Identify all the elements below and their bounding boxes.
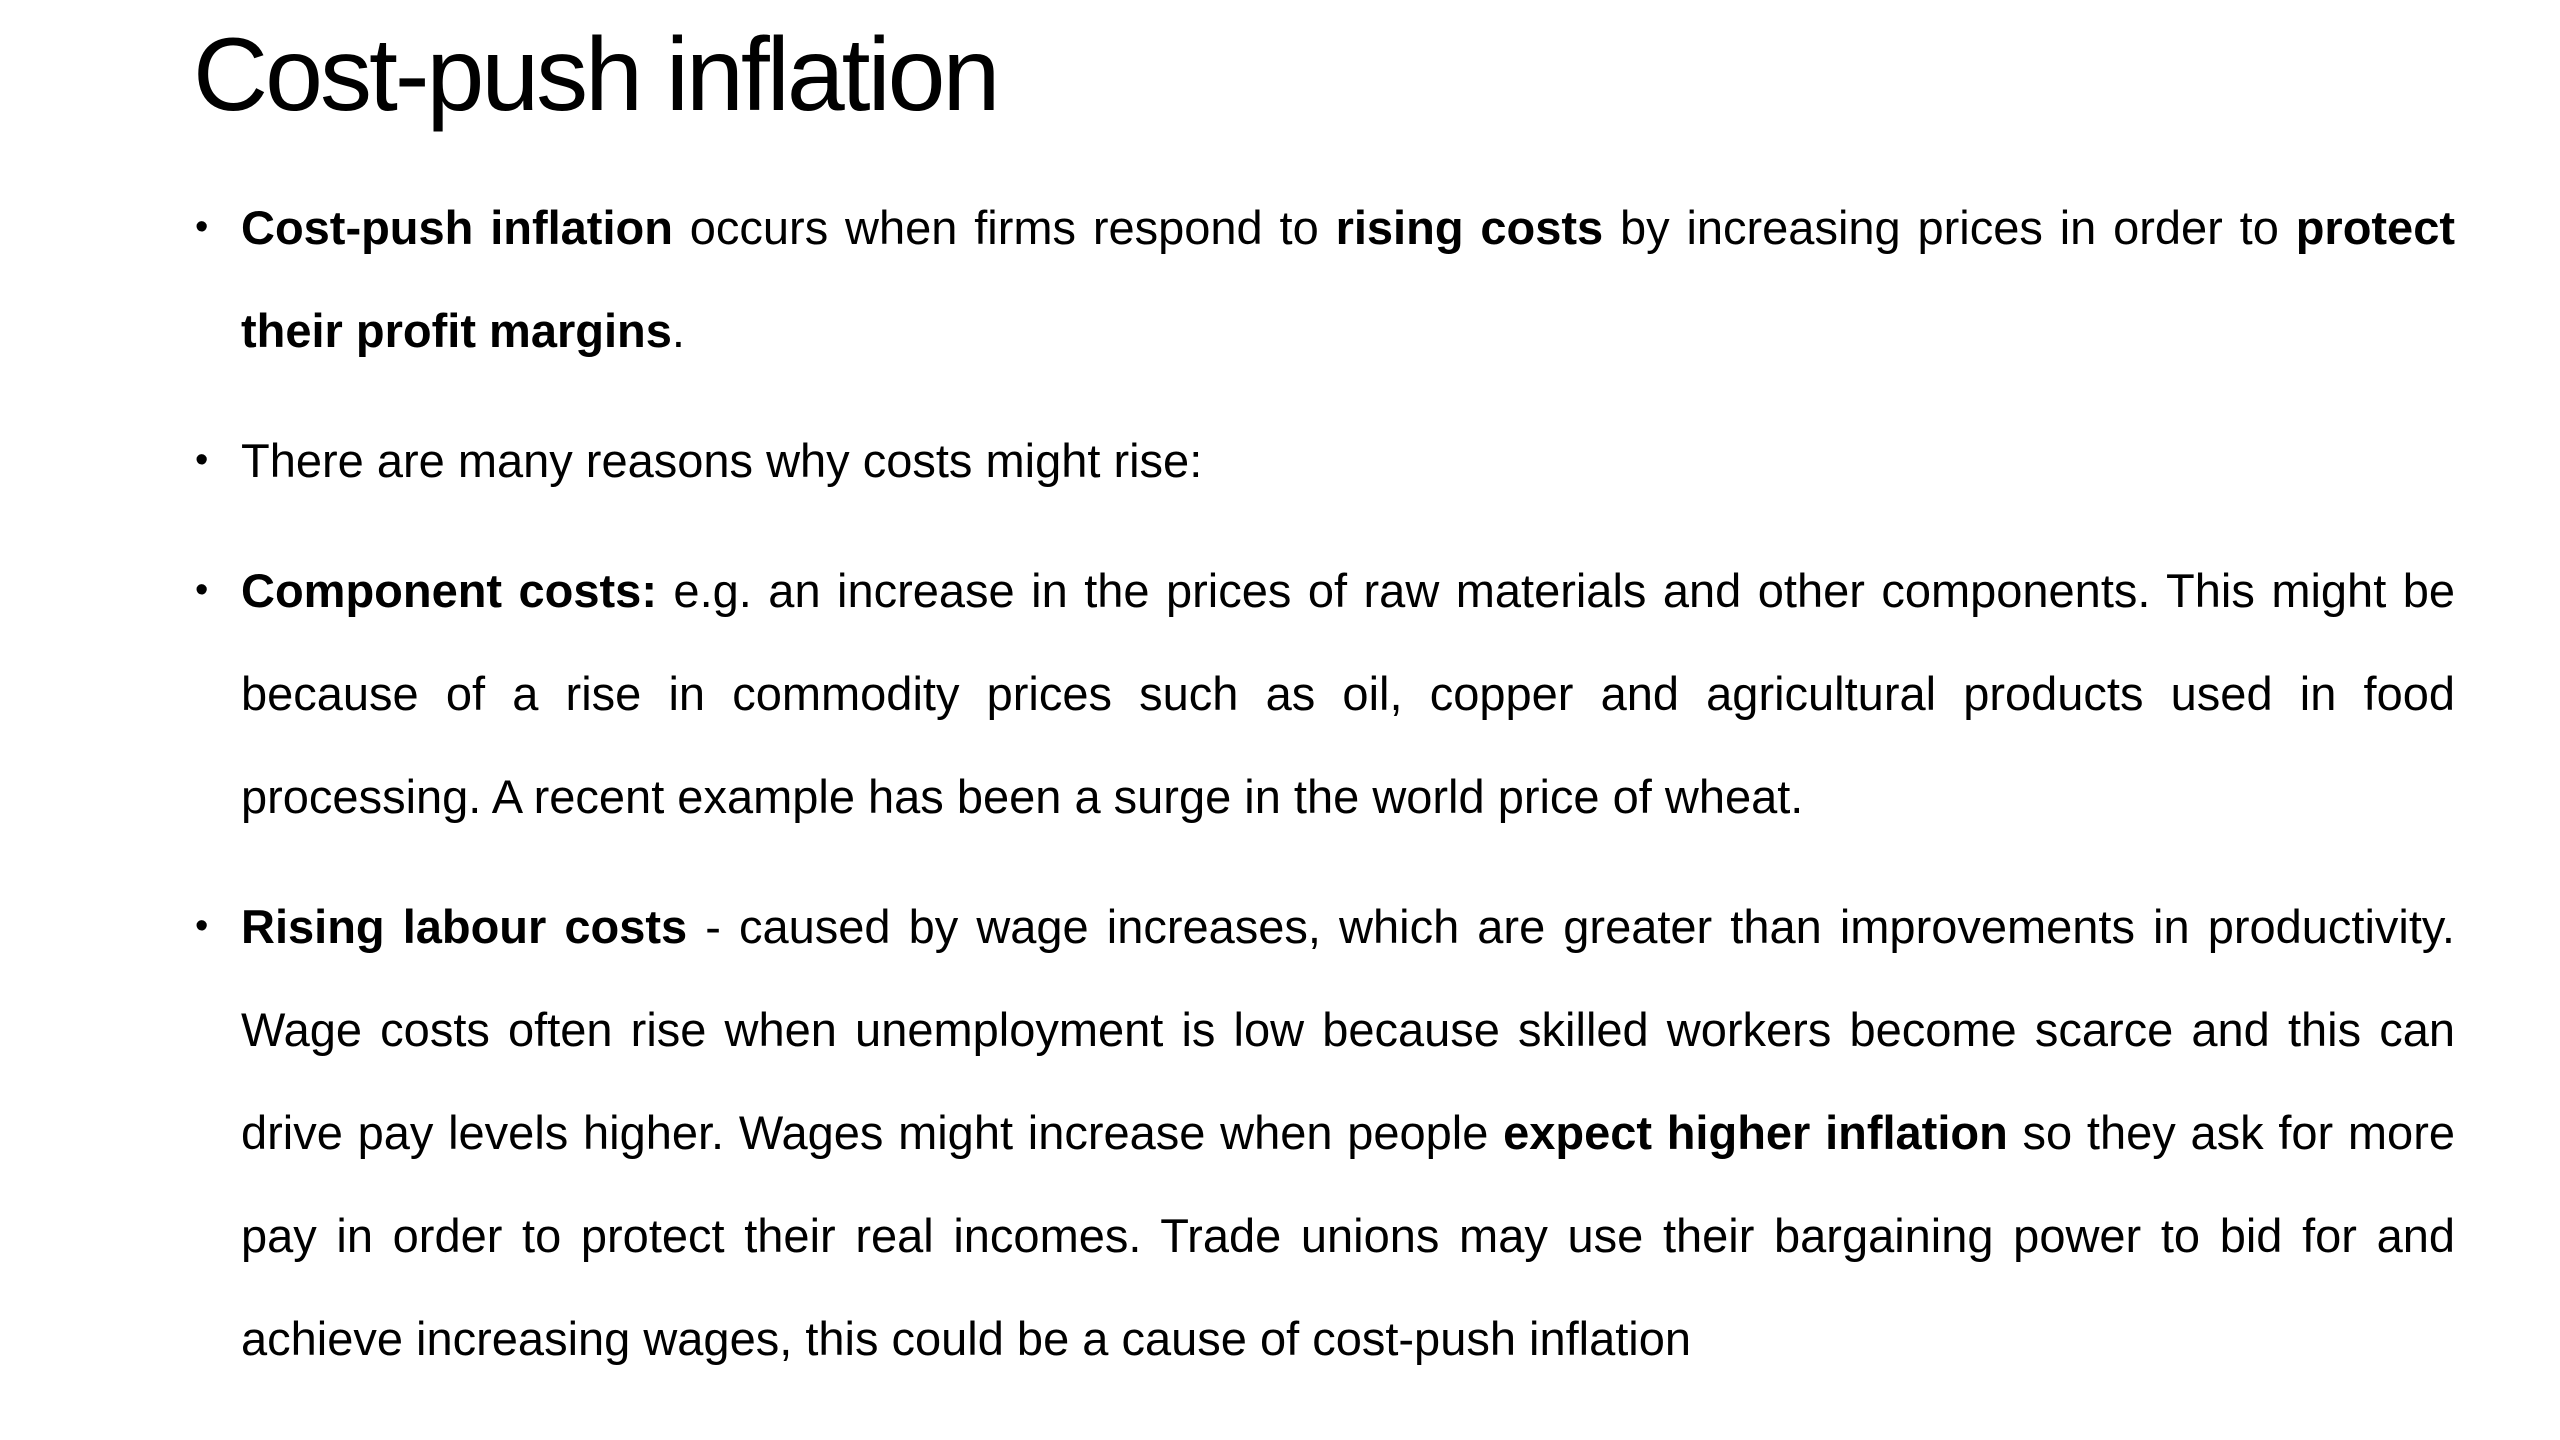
slide-title: Cost-push inflation bbox=[193, 17, 1000, 133]
bullet-text: Cost-push inflation occurs when firms re… bbox=[241, 176, 2455, 382]
bullet-item: • Rising labour costs - caused by wage i… bbox=[193, 875, 2455, 1390]
text-run: - caused by wage increases, which are gr… bbox=[241, 900, 2455, 1159]
bold-text: protect their profit margins bbox=[241, 201, 2455, 357]
text-run: . bbox=[671, 304, 685, 357]
bold-text: rising costs bbox=[1335, 201, 1604, 254]
bold-text: Component costs: bbox=[241, 564, 657, 617]
text-run: by increasing prices in order to bbox=[1603, 201, 2296, 254]
bullet-text: Component costs: e.g. an increase in the… bbox=[241, 539, 2455, 848]
bullet-dot-icon: • bbox=[195, 439, 209, 481]
bullet-dot-icon: • bbox=[195, 206, 209, 248]
bullet-item: • Component costs: e.g. an increase in t… bbox=[193, 539, 2455, 848]
bullet-text: There are many reasons why costs might r… bbox=[241, 409, 2455, 512]
bullet-list: • Cost-push inflation occurs when firms … bbox=[193, 176, 2455, 1390]
bullet-item: • Cost-push inflation occurs when firms … bbox=[193, 176, 2455, 382]
bullet-text: Rising labour costs - caused by wage inc… bbox=[241, 875, 2455, 1390]
bullet-item: • There are many reasons why costs might… bbox=[193, 409, 2455, 512]
text-run: There are many reasons why costs might r… bbox=[241, 434, 1203, 487]
bullet-dot-icon: • bbox=[195, 905, 209, 947]
bold-text: Rising labour costs bbox=[241, 900, 688, 953]
text-run: e.g. an increase in the prices of raw ma… bbox=[241, 564, 2455, 823]
bullet-dot-icon: • bbox=[195, 569, 209, 611]
bold-text: Cost-push inflation bbox=[241, 201, 673, 254]
bold-text: expect higher inflation bbox=[1503, 1106, 2008, 1159]
text-run: so they ask for more pay in order to pro… bbox=[241, 1106, 2455, 1365]
text-run: occurs when firms respond to bbox=[672, 201, 1336, 254]
